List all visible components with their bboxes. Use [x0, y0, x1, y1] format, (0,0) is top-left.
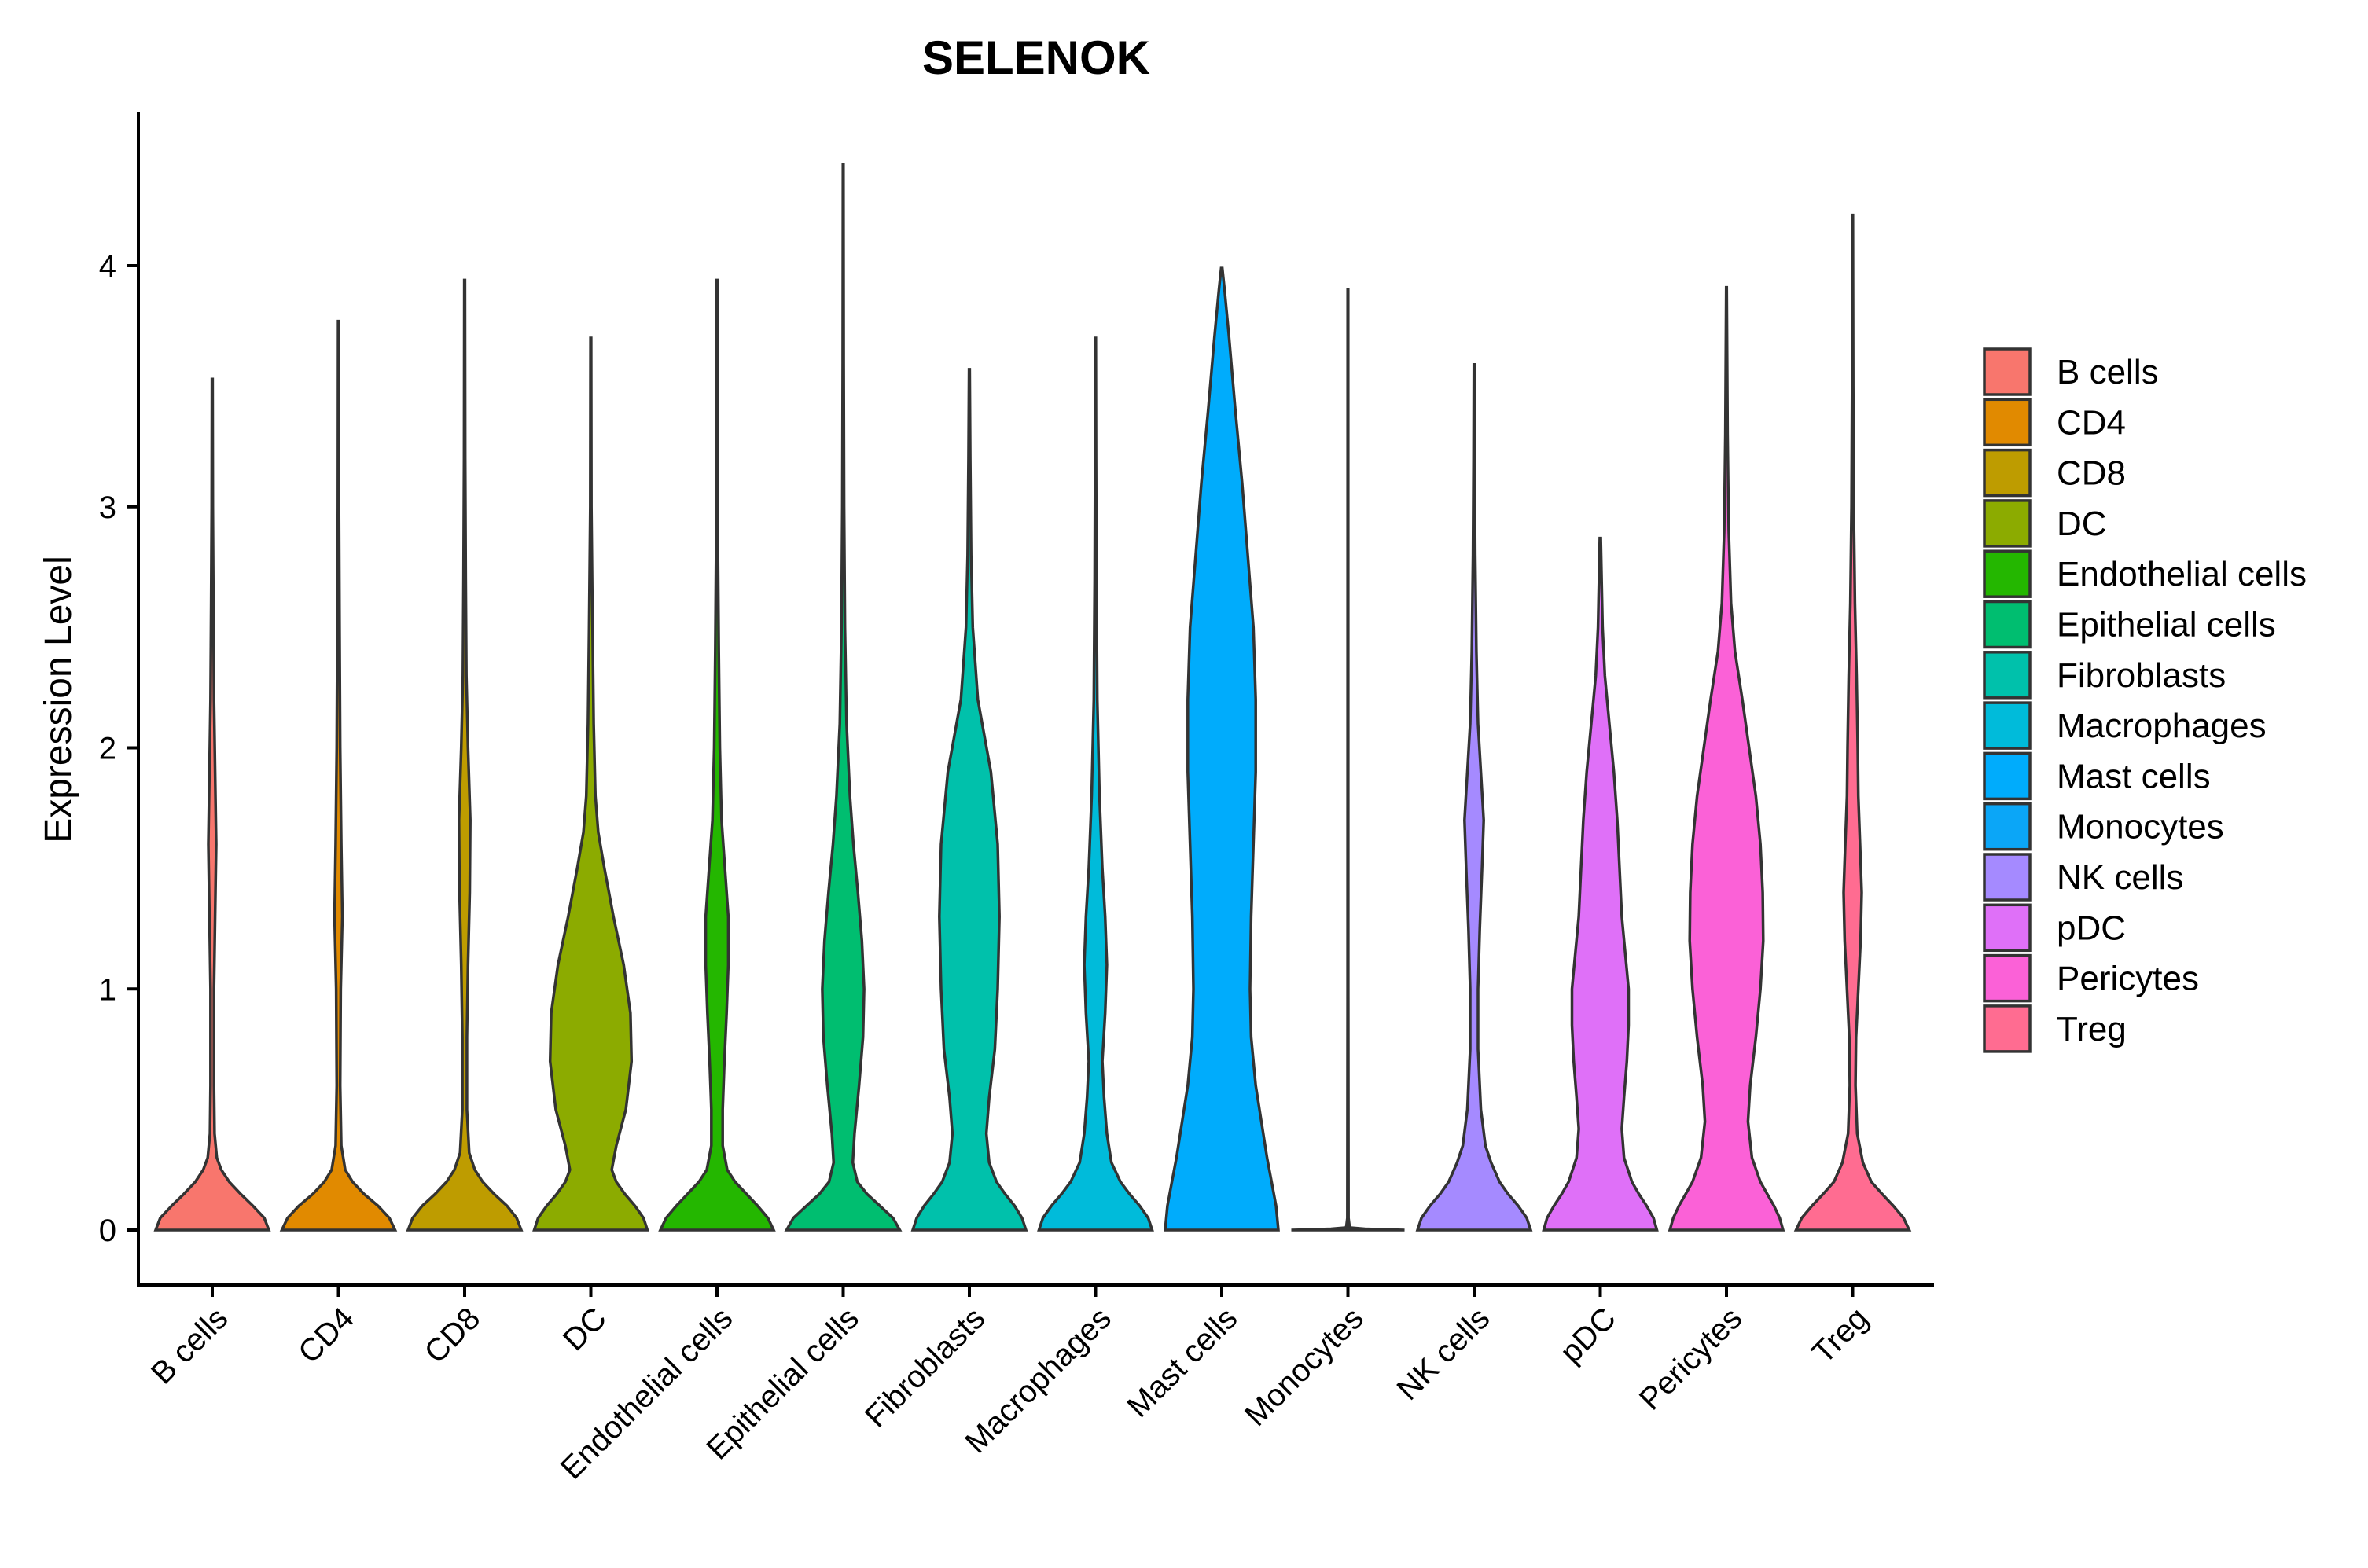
violin-nk-cells [1415, 363, 1533, 1232]
x-tick-label: pDC [1554, 1301, 1623, 1370]
legend-key [1983, 651, 2032, 700]
legend-key [1983, 751, 2032, 801]
legend-label: Fibroblasts [2057, 656, 2226, 695]
y-tick-label: 0 [99, 1214, 116, 1248]
x-tick-label: Mast cells [1121, 1301, 1245, 1424]
y-tick-label: 1 [99, 972, 116, 1007]
chart-title: SELENOK [922, 31, 1150, 84]
legend-key [1983, 549, 2032, 598]
legend-label: Monocytes [2057, 808, 2224, 846]
x-tick-label: Monocytes [1238, 1301, 1370, 1433]
x-tick-label: Treg [1806, 1301, 1875, 1370]
legend-key [1983, 802, 2032, 851]
legend-label: Treg [2057, 1010, 2127, 1048]
legend-key [1983, 448, 2032, 498]
violin-pdc [1542, 536, 1659, 1232]
violin-epithelial-cells [784, 163, 903, 1232]
x-tick-label: Fibroblasts [859, 1301, 991, 1434]
violin-cd8 [406, 278, 524, 1232]
x-tick-label: DC [557, 1301, 613, 1357]
legend-key [1983, 1004, 2032, 1053]
y-axis-title: Expression Level [38, 556, 79, 843]
legend-label: Epithelial cells [2057, 606, 2276, 644]
violin-cd4 [279, 319, 398, 1232]
legend-key [1983, 903, 2032, 953]
x-tick-label: Pericytes [1633, 1301, 1748, 1416]
violin-dc [532, 336, 649, 1232]
legend-label: CD8 [2057, 454, 2126, 493]
legend-key [1983, 347, 2032, 396]
y-tick-label: 3 [99, 490, 116, 525]
legend-label: Endothelial cells [2057, 555, 2307, 593]
legend-label: NK cells [2057, 858, 2183, 897]
legend-label: CD4 [2057, 403, 2126, 442]
legend-key [1983, 701, 2032, 750]
violin-pericytes [1668, 285, 1785, 1232]
legend-key [1983, 600, 2032, 649]
legend-label: Macrophages [2057, 707, 2267, 745]
violin-mast-cells [1164, 266, 1280, 1232]
x-tick-label: CD8 [418, 1301, 487, 1370]
violin-monocytes [1291, 288, 1405, 1232]
y-axis-ticks: 0 1 2 3 4 [99, 249, 138, 1248]
legend-label: pDC [2057, 909, 2126, 947]
legend-key [1983, 499, 2032, 548]
legend-label: DC [2057, 505, 2107, 543]
legend-label: Mast cells [2057, 757, 2211, 795]
legend-key [1983, 853, 2032, 902]
x-tick-label: B cells [145, 1301, 234, 1390]
legend-label: Pericytes [2057, 960, 2199, 998]
legend-key [1983, 953, 2032, 1003]
violin-macrophages [1037, 336, 1154, 1232]
violin-treg [1793, 213, 1912, 1232]
x-tick-label: CD4 [292, 1301, 361, 1370]
violin-fibroblasts [910, 368, 1028, 1232]
violin-group [153, 163, 1912, 1232]
legend-key [1983, 398, 2032, 447]
y-tick-label: 4 [99, 249, 116, 284]
x-tick-label: NK cells [1391, 1301, 1497, 1407]
y-tick-label: 2 [99, 732, 116, 766]
violin-b-cells [153, 377, 271, 1232]
legend: B cells CD4 CD8 DC Endothelial cells Epitheli… [1983, 347, 2307, 1053]
legend-label: B cells [2057, 353, 2159, 391]
violin-endothelial-cells [658, 278, 776, 1232]
